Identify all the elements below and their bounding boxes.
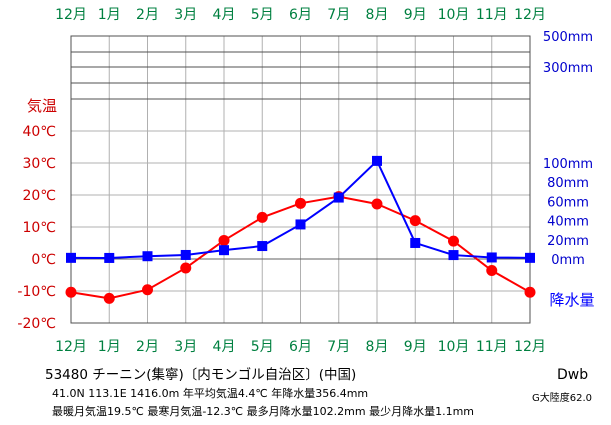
month-label-bottom: 1月 [98, 339, 121, 355]
precipitation-point [448, 250, 459, 261]
precipitation-tick-label: 0mm [551, 253, 585, 268]
precipitation-point [295, 219, 306, 230]
month-label-top: 12月 [514, 7, 546, 23]
month-label-top: 2月 [136, 7, 159, 23]
precipitation-point [333, 192, 344, 203]
station-stats-line1: 41.0N 113.1E 1416.0m 年平均気温4.4℃ 年降水量356.4… [52, 387, 369, 400]
month-label-bottom: 3月 [174, 339, 197, 355]
temperature-point [409, 215, 421, 227]
temperature-point [180, 262, 192, 274]
month-label-top: 5月 [251, 7, 274, 23]
month-label-bottom: 9月 [404, 339, 427, 355]
month-label-bottom: 5月 [251, 339, 274, 355]
temperature-axis-title: 気温 [27, 97, 57, 115]
temperature-point [65, 286, 77, 298]
temperature-tick-label: 20℃ [22, 188, 56, 204]
month-label-top: 11月 [476, 7, 508, 23]
precipitation-tick-label: 500mm [543, 30, 593, 45]
precipitation-tick-label: 80mm [547, 176, 589, 191]
precipitation-tick-label: 100mm [543, 157, 593, 172]
month-label-top: 8月 [366, 7, 389, 23]
month-label-bottom: 11月 [476, 339, 508, 355]
precipitation-tick-label: 60mm [547, 195, 589, 210]
precipitation-point [486, 252, 497, 263]
temperature-point [486, 265, 498, 277]
month-label-top: 6月 [289, 7, 312, 23]
month-label-top: 3月 [174, 7, 197, 23]
temperature-tick-label: 40℃ [22, 124, 56, 140]
axis-labels: 12月 12月 1月 1月 2月 2月 3月 3月 4月 4月 5月 5月 6月 6月 7月 7月 8月 8月 9月… [17, 7, 593, 355]
month-label-top: 7月 [327, 7, 350, 23]
precipitation-tick-label: 20mm [547, 234, 589, 249]
temperature-point [448, 235, 459, 247]
month-label-bottom: 6月 [289, 339, 312, 355]
temperature-point [524, 286, 536, 298]
precipitation-point [410, 237, 421, 248]
month-label-bottom: 12月 [514, 339, 546, 355]
precipitation-tick-label: 40mm [547, 215, 589, 230]
station-title: 53480 チーニン(集寧)〔内モンゴル自治区〕(中国) [45, 367, 357, 383]
precipitation-tick-label: 300mm [543, 61, 593, 76]
climate-classification: Dwb [557, 367, 589, 383]
month-label-top: 4月 [213, 7, 236, 23]
precipitation-point [525, 252, 535, 263]
month-label-bottom: 12月 [55, 339, 87, 355]
temperature-point [142, 284, 153, 296]
temperature-tick-label: 30℃ [22, 156, 56, 172]
precipitation-point [66, 252, 76, 263]
month-label-bottom: 7月 [327, 339, 350, 355]
precipitation-point [180, 249, 191, 260]
temperature-point [256, 211, 268, 223]
temperature-point [103, 292, 115, 304]
precipitation-point [257, 241, 268, 252]
precipitation-axis-title: 降水量 [549, 291, 594, 309]
temperature-point [371, 198, 383, 210]
temperature-tick-label: -10℃ [17, 284, 56, 300]
precipitation-point [104, 252, 115, 263]
month-label-top: 12月 [55, 7, 87, 23]
month-label-top: 9月 [404, 7, 427, 23]
chart-series [65, 155, 536, 304]
temperature-point [295, 197, 306, 209]
month-label-bottom: 10月 [438, 339, 470, 355]
month-label-top: 10月 [438, 7, 470, 23]
precipitation-point [219, 245, 229, 256]
chart-grid [70, 35, 531, 324]
month-label-bottom: 2月 [136, 339, 159, 355]
plot-frame [70, 35, 531, 324]
temperature-tick-label: -20℃ [17, 316, 56, 332]
temperature-tick-label: 10℃ [22, 220, 56, 236]
station-stats-line2: 最暖月気温19.5℃ 最寒月気温-12.3℃ 最多月降水量102.2mm 最少月… [52, 405, 474, 418]
precipitation-point [142, 251, 153, 262]
temperature-point [218, 234, 230, 246]
continentality-index: G大陸度62.0 [532, 393, 593, 404]
temperature-tick-label: 0℃ [31, 252, 56, 268]
precipitation-point [372, 155, 382, 166]
month-label-bottom: 4月 [213, 339, 236, 355]
month-label-bottom: 8月 [366, 339, 389, 355]
month-label-top: 1月 [98, 7, 121, 23]
